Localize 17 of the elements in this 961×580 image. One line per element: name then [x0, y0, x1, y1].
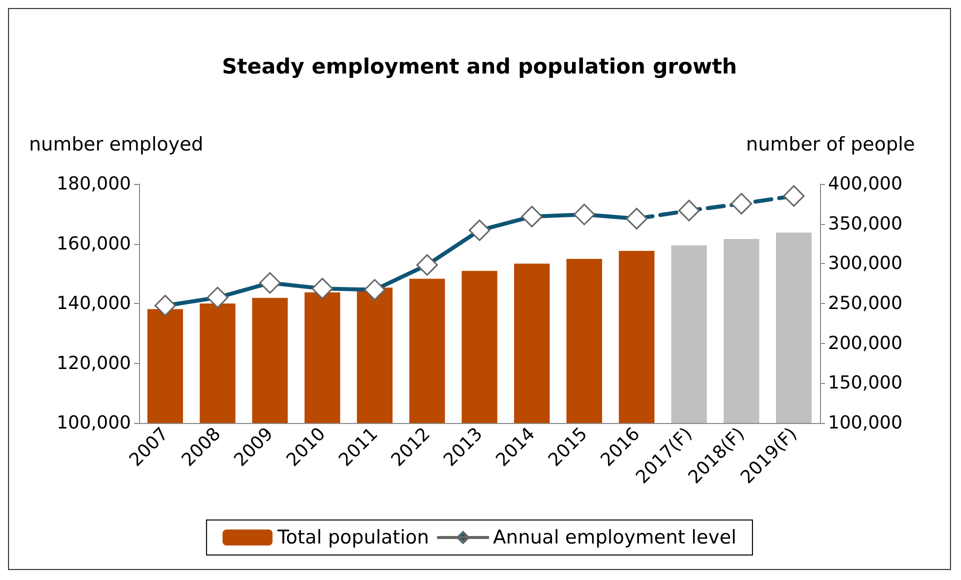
legend-label: Total population: [276, 526, 430, 548]
y2-axis-title: number of people: [746, 134, 915, 156]
y2-tick-label: 250,000: [828, 293, 902, 314]
y-tick-label: 180,000: [56, 174, 131, 194]
y2-tick-label: 300,000: [828, 253, 902, 274]
y-tick-label: 160,000: [56, 233, 131, 254]
y-axis-title: number employed: [29, 134, 204, 156]
chart-title: Steady employment and population growth: [222, 54, 737, 78]
y2-tick-label: 100,000: [828, 412, 902, 434]
y2-tick-label: 400,000: [828, 174, 902, 194]
y2-tick-label: 350,000: [828, 213, 902, 234]
legend-label: Annual employment level: [493, 526, 736, 548]
y-tick-label: 120,000: [56, 352, 131, 374]
y2-tick-label: 150,000: [828, 372, 902, 394]
y-tick-label: 100,000: [56, 412, 131, 434]
y-tick-label: 140,000: [56, 293, 131, 314]
y2-tick-label: 200,000: [828, 332, 902, 354]
